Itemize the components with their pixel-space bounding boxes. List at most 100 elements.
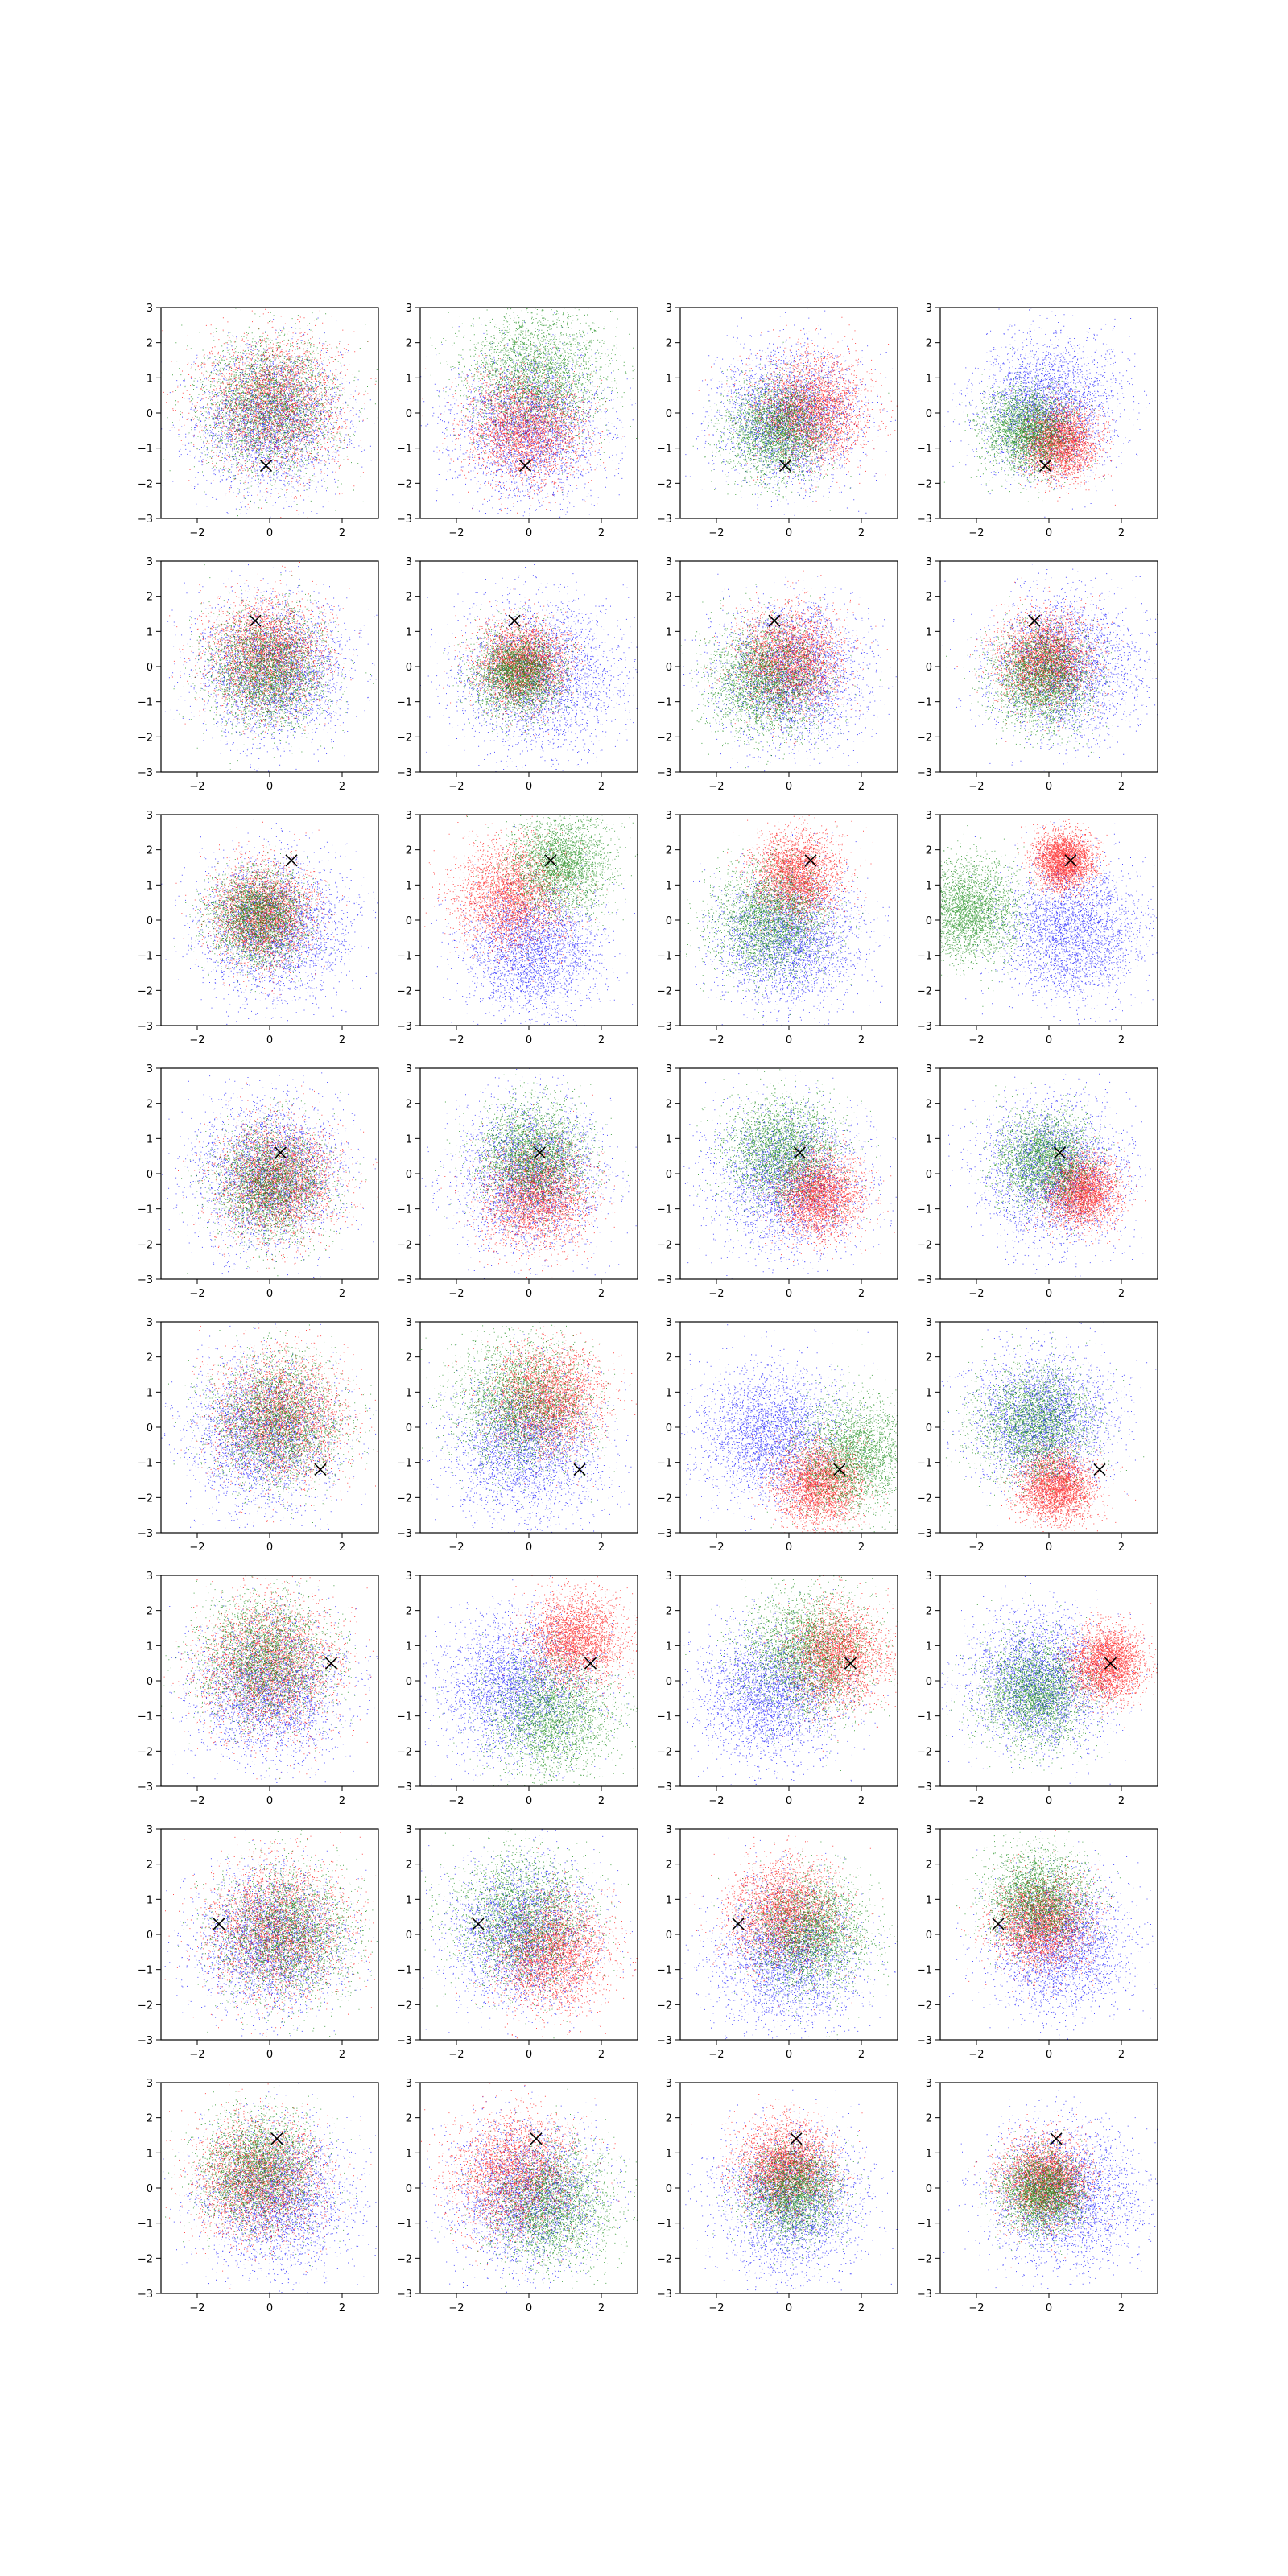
y-tick-label: −1 [397, 951, 412, 963]
x-tick-label: 0 [786, 1034, 792, 1046]
axes-frame [940, 561, 1158, 772]
y-tick-label: 3 [147, 2078, 153, 2090]
x-tick-label: −2 [968, 527, 984, 539]
y-tick-label: −3 [917, 1274, 932, 1286]
x-tick-label: −2 [448, 1542, 464, 1554]
y-tick-label: 0 [147, 408, 153, 420]
y-tick-label: −3 [657, 2289, 672, 2301]
y-tick-label: 3 [926, 1824, 932, 1836]
y-tick-label: 2 [666, 592, 672, 604]
y-tick-label: 0 [147, 1169, 153, 1181]
y-tick-label: 3 [926, 2078, 932, 2090]
y-tick-label: 3 [666, 2078, 672, 2090]
scatter-points [397, 268, 682, 568]
y-tick-label: 3 [926, 1571, 932, 1583]
y-tick-label: −3 [657, 1528, 672, 1540]
series-green-points [968, 2128, 1119, 2255]
scatter-points [135, 555, 396, 789]
series-green-points [697, 1054, 881, 1248]
y-tick-label: 0 [406, 662, 412, 674]
series-green-points [178, 1812, 397, 2041]
x-marker [1051, 2133, 1062, 2145]
series-red-points [1051, 1604, 1172, 1728]
x-tick-label: 2 [598, 2302, 605, 2314]
y-tick-label: −1 [917, 697, 932, 709]
y-tick-label: 2 [406, 1099, 412, 1111]
y-tick-label: −3 [397, 1274, 412, 1286]
x-tick-label: 0 [526, 1542, 532, 1554]
y-tick-label: 1 [406, 1894, 412, 1906]
x-tick-label: −2 [968, 2049, 984, 2061]
y-tick-label: −3 [138, 1274, 153, 1286]
x-tick-label: 0 [786, 781, 792, 793]
y-tick-label: 1 [406, 880, 412, 892]
y-tick-label: 0 [406, 1930, 412, 1942]
y-tick-label: −2 [397, 1492, 412, 1505]
x-marker [791, 2133, 802, 2145]
y-tick-label: 3 [406, 1063, 412, 1075]
y-tick-label: 2 [666, 1606, 672, 1618]
y-tick-label: −2 [917, 2000, 932, 2012]
y-tick-label: 2 [666, 845, 672, 857]
y-tick-label: −3 [138, 514, 153, 526]
scatter-points [679, 2071, 900, 2335]
y-tick-label: 2 [926, 2113, 932, 2125]
scatter-points [877, 797, 1192, 1048]
x-tick-label: 2 [339, 2302, 345, 2314]
y-tick-label: 3 [926, 556, 932, 568]
y-tick-label: −1 [138, 444, 153, 456]
scatter-points [398, 2022, 650, 2330]
x-tick-label: 2 [598, 781, 605, 793]
series-green-points [168, 1303, 385, 1523]
y-tick-label: 3 [406, 556, 412, 568]
x-tick-label: 0 [786, 1288, 792, 1300]
y-tick-label: 3 [147, 810, 153, 822]
y-tick-label: 1 [147, 2148, 153, 2160]
y-tick-label: 0 [406, 2183, 412, 2195]
y-tick-label: 0 [926, 1676, 932, 1688]
y-tick-label: −2 [397, 732, 412, 744]
x-tick-label: 2 [339, 1034, 345, 1046]
y-tick-label: 1 [147, 1133, 153, 1146]
y-tick-label: 0 [406, 1169, 412, 1181]
scatter-points [647, 291, 917, 528]
x-tick-label: 2 [339, 1542, 345, 1554]
axes-frame [420, 2083, 638, 2293]
series-red-points [443, 588, 587, 736]
y-tick-label: −1 [397, 1458, 412, 1470]
x-tick-label: 2 [1118, 1034, 1125, 1046]
y-tick-label: 3 [666, 1571, 672, 1583]
y-tick-label: −2 [138, 2000, 153, 2012]
x-tick-label: 0 [1046, 781, 1052, 793]
y-tick-label: 3 [926, 1063, 932, 1075]
series-green-points [431, 268, 683, 493]
y-tick-label: 2 [666, 1352, 672, 1364]
y-tick-label: 1 [406, 1641, 412, 1653]
x-tick-label: 2 [1118, 1542, 1125, 1554]
series-blue-points [152, 1566, 412, 1822]
y-tick-label: 3 [406, 810, 412, 822]
y-tick-label: 3 [406, 303, 412, 315]
x-tick-label: 0 [1046, 1288, 1052, 1300]
x-tick-label: 0 [266, 781, 273, 793]
y-tick-label: 0 [926, 1422, 932, 1435]
y-tick-label: −3 [138, 1781, 153, 1794]
scatter-points [646, 1054, 922, 1302]
scatter-points [654, 1303, 957, 1590]
y-tick-label: 2 [147, 2113, 153, 2125]
y-tick-label: −1 [138, 1711, 153, 1724]
x-tick-label: 0 [266, 1542, 273, 1554]
y-tick-label: −1 [138, 2219, 153, 2231]
x-tick-label: −2 [968, 781, 984, 793]
y-tick-label: −2 [138, 732, 153, 744]
scatter-points [924, 290, 1192, 521]
